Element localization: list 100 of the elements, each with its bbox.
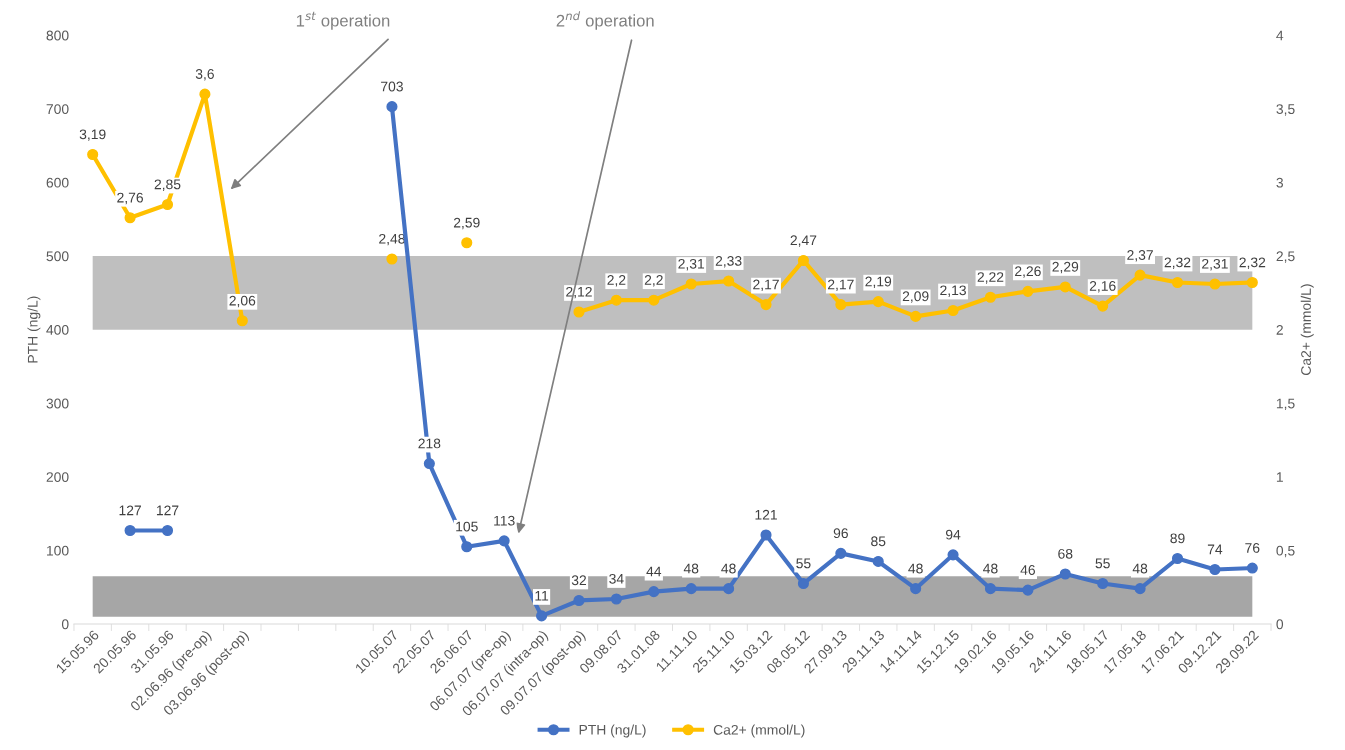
data-label: 2,22 xyxy=(977,272,1004,284)
point xyxy=(610,593,622,605)
data-label: 2,06 xyxy=(229,295,256,308)
point xyxy=(1171,552,1184,565)
point xyxy=(1059,568,1071,580)
data-label: 11 xyxy=(535,590,549,601)
data-label: 113 xyxy=(494,515,515,526)
y2-tick-label: 2 xyxy=(1276,324,1283,335)
data-label: 2,13 xyxy=(940,285,966,297)
y-tick-label: 500 xyxy=(46,251,69,262)
point xyxy=(984,291,997,303)
y-tick-label: 800 xyxy=(46,30,69,41)
point xyxy=(236,315,248,327)
data-label: 85 xyxy=(871,536,886,547)
data-label: 55 xyxy=(796,558,811,569)
point xyxy=(461,237,473,249)
point xyxy=(573,306,585,318)
data-label: 32 xyxy=(571,575,587,586)
data-label: 48 xyxy=(983,563,998,574)
data-label: 2,26 xyxy=(1015,266,1041,278)
point xyxy=(910,583,922,595)
point xyxy=(1134,269,1146,281)
data-label: 2,31 xyxy=(1202,258,1228,271)
point xyxy=(947,304,959,317)
data-label: 2,2 xyxy=(607,275,626,287)
data-label: 3,6 xyxy=(195,69,214,81)
data-label: 127 xyxy=(156,505,179,516)
point xyxy=(797,577,809,590)
data-label: 3,19 xyxy=(79,129,106,141)
point xyxy=(386,101,398,113)
point xyxy=(386,253,398,265)
data-label: 2,19 xyxy=(865,276,892,289)
text: 1$^{st}$ operation xyxy=(296,11,390,30)
y-tick-label: 200 xyxy=(46,472,69,482)
point xyxy=(910,310,922,322)
data-label: 55 xyxy=(1095,558,1110,569)
y2-tick-label: 1,5 xyxy=(1276,398,1295,411)
text: 2$^{nd}$ operation xyxy=(556,11,654,30)
data-label: 2,17 xyxy=(753,279,779,291)
point xyxy=(498,535,510,547)
data-label: 2,17 xyxy=(828,279,854,291)
point xyxy=(984,583,997,595)
data-label: 48 xyxy=(721,563,736,574)
data-label: 48 xyxy=(683,563,699,574)
point xyxy=(1022,584,1034,596)
point xyxy=(797,254,809,267)
y2-tick-label: 1 xyxy=(1276,472,1283,482)
point xyxy=(835,299,847,311)
point xyxy=(536,610,548,622)
point xyxy=(87,148,99,161)
legend-label: Ca2+ (mmol/L) xyxy=(713,724,805,738)
y-tick-label: 600 xyxy=(46,177,69,188)
data-label: 48 xyxy=(908,563,923,574)
data-label: 2,09 xyxy=(902,291,929,303)
data-label: 121 xyxy=(755,509,777,520)
y2-tick-label: 0,5 xyxy=(1276,545,1295,558)
point xyxy=(423,458,435,470)
point xyxy=(199,88,211,100)
point xyxy=(124,212,136,224)
point xyxy=(872,555,884,568)
point xyxy=(1134,583,1146,595)
point xyxy=(461,541,473,553)
data-label: 89 xyxy=(1170,533,1185,544)
y2-axis-title: Ca2+ (mmol/L) xyxy=(1300,284,1314,376)
y-tick-label: 300 xyxy=(46,398,69,409)
point xyxy=(124,524,136,537)
data-label: 2,29 xyxy=(1052,261,1079,274)
y2-tick-label: 2,5 xyxy=(1276,251,1295,263)
legend-label: PTH (ng/L) xyxy=(579,724,646,738)
data-label: 2,85 xyxy=(154,179,181,191)
point xyxy=(872,296,884,308)
data-label: 2,32 xyxy=(1164,257,1191,269)
data-label: 46 xyxy=(1020,565,1035,575)
data-label: 74 xyxy=(1207,544,1223,555)
data-label: 76 xyxy=(1245,542,1260,553)
data-label: 44 xyxy=(646,566,662,577)
y-tick-label: 100 xyxy=(47,545,69,556)
data-label: 218 xyxy=(418,438,441,449)
point xyxy=(835,547,847,559)
point xyxy=(573,594,585,607)
data-label: 2,37 xyxy=(1127,250,1153,262)
data-label: 2,16 xyxy=(1089,280,1116,293)
y2-tick-label: 3,5 xyxy=(1276,104,1295,116)
point xyxy=(685,278,697,290)
data-label: 127 xyxy=(119,505,141,516)
data-label: 48 xyxy=(1132,563,1148,574)
point xyxy=(1209,278,1221,290)
point xyxy=(1022,285,1034,297)
point xyxy=(1059,281,1071,293)
point xyxy=(1246,562,1258,574)
y2-tick-label: 4 xyxy=(1276,30,1284,41)
data-label: 34 xyxy=(609,573,624,584)
point xyxy=(648,586,660,598)
data-label: 94 xyxy=(945,529,961,540)
point xyxy=(760,299,772,311)
y-tick-label: 700 xyxy=(46,104,69,115)
point xyxy=(1097,300,1109,312)
point xyxy=(1209,563,1221,576)
data-label: 2,59 xyxy=(453,217,480,230)
point xyxy=(1246,276,1258,289)
